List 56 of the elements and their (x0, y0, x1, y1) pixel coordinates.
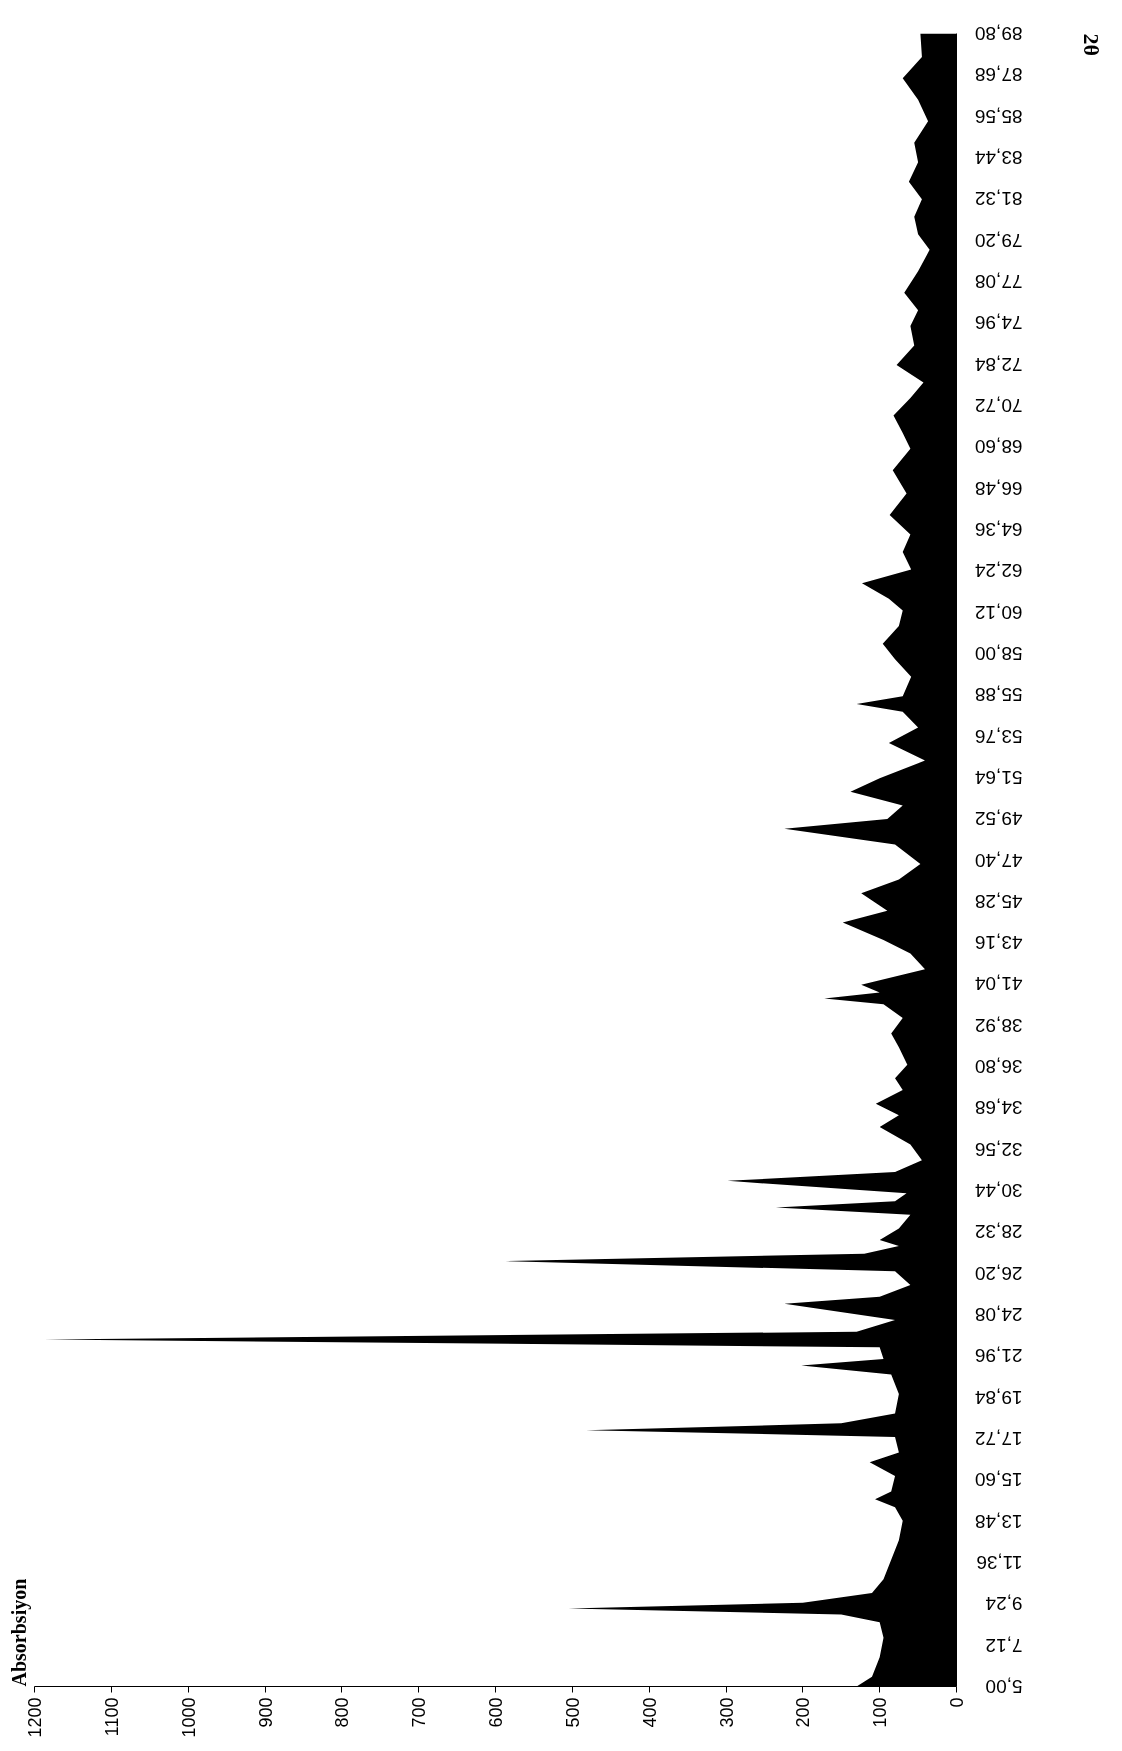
y-tick-label: 74,96 (974, 312, 1023, 334)
x-tick-label: 400 (639, 1697, 660, 1728)
x-tick-label: 100 (870, 1697, 891, 1728)
y-tick-label: 85,56 (974, 105, 1023, 127)
y-tick-label: 13,48 (974, 1510, 1023, 1532)
x-tick-label: 600 (486, 1697, 506, 1728)
y-tick-label: 7,12 (985, 1634, 1023, 1656)
x-tick-label: 700 (409, 1697, 430, 1728)
y-tick-label: 79,20 (974, 229, 1023, 251)
x-tick-label: 800 (332, 1697, 353, 1728)
y-tick-label: 15,60 (974, 1469, 1023, 1491)
x-tick-label: 0 (947, 1697, 967, 1708)
y-tick-label: 47,40 (974, 849, 1023, 871)
y-tick-label: 32,56 (974, 1138, 1023, 1160)
y-tick-label: 43,16 (974, 932, 1023, 954)
y-tick-label: 70,72 (974, 394, 1023, 416)
y-tick-label: 11,36 (976, 1552, 1023, 1574)
y-tick-label: 9,24 (985, 1593, 1023, 1615)
x-tick-label: 200 (793, 1697, 814, 1728)
y-tick-label: 26,20 (974, 1262, 1023, 1284)
y-tick-label: 72,84 (974, 353, 1023, 375)
y-tick-label: 66,48 (974, 477, 1023, 499)
y-tick-label: 51,64 (974, 766, 1023, 788)
y-tick-label: 49,52 (974, 808, 1023, 830)
y-tick-label: 28,32 (974, 1221, 1023, 1243)
x-tick-label: 1000 (178, 1697, 199, 1738)
x-tick-label: 1100 (101, 1697, 122, 1737)
y-tick-label: 87,68 (974, 64, 1023, 86)
y-tick-label: 41,04 (974, 973, 1023, 995)
text: 2θ (1078, 33, 1104, 56)
y-tick-label: 24,08 (974, 1304, 1023, 1326)
y-tick-label: 77,08 (974, 270, 1023, 292)
y-tick-label: 38,92 (974, 1014, 1023, 1036)
y-tick-label: 36,80 (974, 1056, 1023, 1078)
y-tick-label: 81,32 (974, 188, 1023, 210)
y-tick-label: 53,76 (974, 725, 1023, 747)
y-tick-label: 64,36 (974, 518, 1023, 540)
y-axis-title: Absorbsiyon (7, 1578, 31, 1687)
y-tick-label: 19,84 (974, 1386, 1023, 1408)
y-tick-label: 34,68 (974, 1097, 1023, 1119)
x-tick-label: 500 (562, 1697, 583, 1728)
y-tick-label: 89,80 (974, 23, 1023, 44)
x-tick-label: 900 (255, 1697, 276, 1728)
y-tick-label: 60,12 (974, 601, 1023, 623)
y-tick-label: 21,96 (974, 1345, 1023, 1367)
y-tick-label: 17,72 (974, 1428, 1023, 1450)
y-tick-label: 55,88 (974, 684, 1023, 706)
y-tick-label: 45,28 (974, 890, 1023, 912)
y-tick-label: 58,00 (974, 642, 1023, 664)
y-tick-label: 83,44 (974, 146, 1023, 168)
y-tick-label: 30,44 (974, 1180, 1023, 1202)
y-tick-label: 5,00 (985, 1676, 1023, 1697)
x-tick-label: 300 (716, 1697, 737, 1728)
y-tick-label: 62,24 (974, 560, 1023, 582)
x-tick-label: 1200 (25, 1697, 45, 1738)
y-tick-label: 68,60 (974, 436, 1023, 458)
